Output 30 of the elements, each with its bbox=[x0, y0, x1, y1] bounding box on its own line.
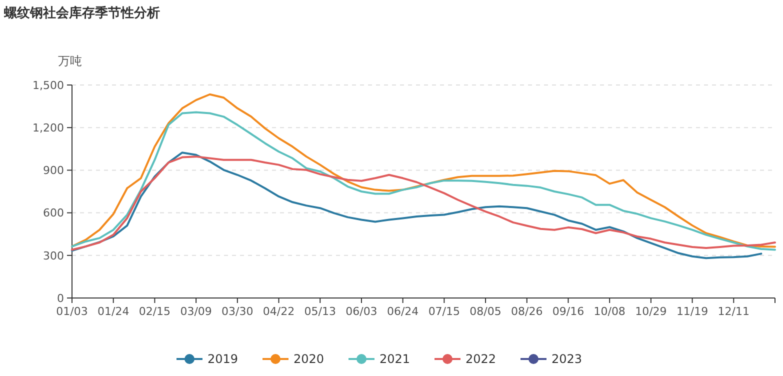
legend-label: 2021 bbox=[380, 352, 410, 366]
x-tick-label: 01/03 bbox=[56, 305, 88, 318]
legend-label: 2019 bbox=[208, 352, 238, 366]
y-axis-title: 万吨 bbox=[58, 54, 82, 68]
y-tick-label: 300 bbox=[43, 249, 64, 262]
y-tick-label: 0 bbox=[57, 292, 64, 305]
x-tick-label: 10/29 bbox=[635, 305, 667, 318]
x-tick-label: 01/24 bbox=[98, 305, 130, 318]
x-tick-label: 06/03 bbox=[346, 305, 378, 318]
y-tick-label: 600 bbox=[43, 206, 64, 220]
x-tick-label: 02/15 bbox=[138, 305, 171, 318]
x-tick-label: 07/15 bbox=[428, 305, 460, 318]
legend-label: 2023 bbox=[552, 352, 582, 366]
x-tick-label: 12/11 bbox=[718, 305, 750, 318]
legend-label: 2022 bbox=[466, 352, 496, 366]
x-tick-label: 08/26 bbox=[511, 305, 543, 318]
y-tick-label: 1,500 bbox=[32, 78, 64, 92]
x-tick-label: 04/22 bbox=[262, 305, 295, 318]
x-tick-label: 06/24 bbox=[386, 305, 419, 318]
legend-label: 2020 bbox=[294, 352, 324, 366]
x-tick-label: 05/13 bbox=[304, 305, 336, 318]
y-tick-label: 900 bbox=[43, 164, 64, 178]
x-tick-label: 08/05 bbox=[470, 305, 502, 318]
chart-title: 螺纹钢社会库存季节性分析 bbox=[3, 5, 160, 21]
x-tick-label: 03/30 bbox=[222, 305, 254, 318]
y-tick-label: 1,200 bbox=[32, 121, 64, 134]
x-tick-label: 10/08 bbox=[594, 305, 626, 318]
x-tick-label: 03/09 bbox=[180, 305, 212, 318]
x-tick-label: 09/16 bbox=[552, 305, 584, 318]
x-tick-label: 11/19 bbox=[676, 305, 708, 318]
